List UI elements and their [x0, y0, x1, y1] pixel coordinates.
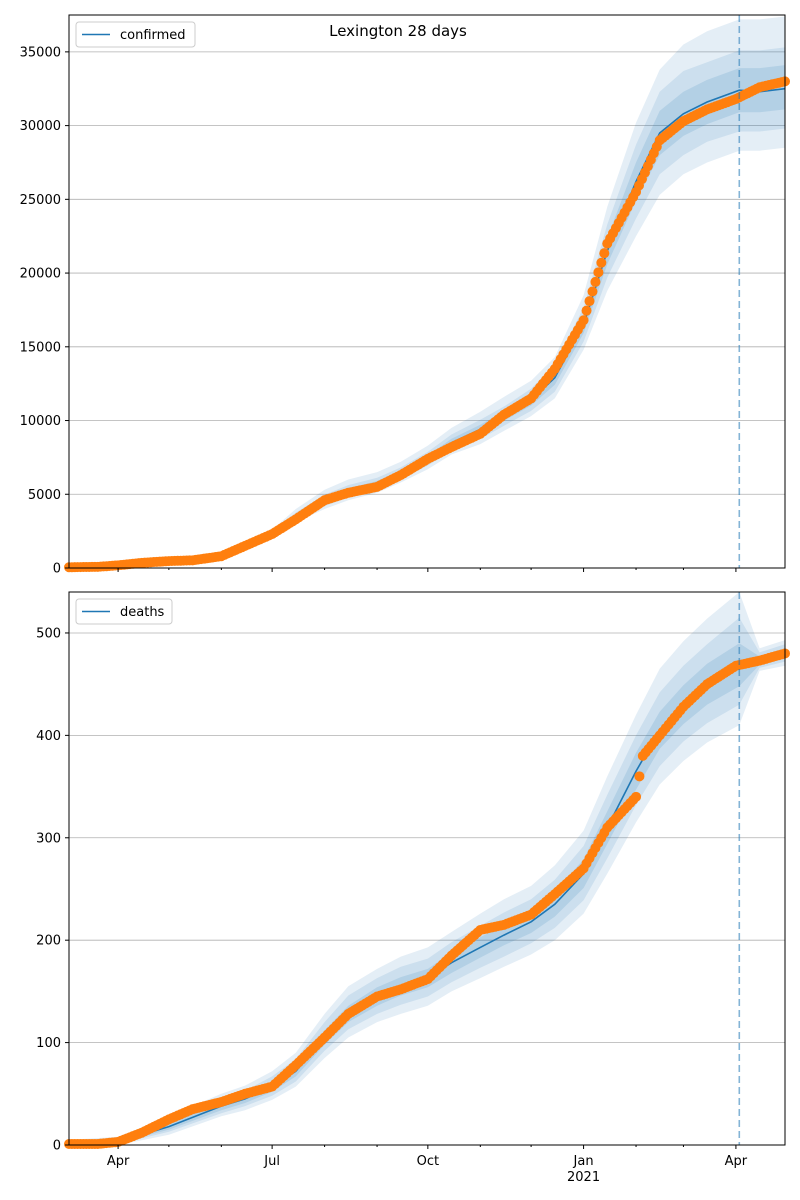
y-tick-label: 35000: [20, 45, 61, 60]
legend-box: [75, 21, 196, 48]
observed-point: [587, 286, 598, 297]
y-tick-label: 200: [36, 934, 61, 949]
observed-point: [596, 257, 607, 268]
band-80: [69, 617, 785, 1145]
band-95: [69, 592, 785, 1145]
observed-point: [593, 267, 604, 278]
band-50: [69, 65, 785, 568]
y-tick-label: 10000: [20, 414, 61, 429]
legend-label: deaths: [120, 605, 165, 620]
y-tick-label: 30000: [20, 119, 61, 134]
figure-title: Lexington 28 days: [329, 22, 467, 40]
y-tick-label: 20000: [20, 267, 61, 282]
legend-box: [75, 598, 173, 625]
x-tick-label: Jan: [573, 1154, 594, 1169]
x-tick-label: Apr: [725, 1154, 748, 1169]
observed-point: [581, 305, 592, 316]
y-tick-label: 5000: [28, 488, 61, 503]
axes-frame: [68, 14, 786, 569]
x-tick-label: Apr: [107, 1154, 130, 1169]
y-tick-label: 0: [53, 562, 61, 577]
observed-point: [590, 276, 601, 287]
observed-point: [599, 248, 610, 259]
observed-point: [634, 771, 645, 782]
band-50: [69, 643, 785, 1145]
axes-frame: [68, 591, 786, 1146]
y-tick-label: 500: [36, 626, 61, 641]
legend: deaths: [75, 598, 173, 625]
observed-point: [578, 315, 589, 326]
x-tick-label: Oct: [417, 1154, 439, 1169]
legend: confirmed: [75, 21, 196, 48]
y-tick-label: 25000: [20, 193, 61, 208]
x-tick-label: Jul: [263, 1154, 280, 1169]
y-tick-label: 15000: [20, 340, 61, 355]
y-tick-label: 100: [36, 1036, 61, 1051]
y-tick-label: 400: [36, 729, 61, 744]
x-tick-year-label: 2021: [567, 1170, 600, 1185]
y-tick-label: 0: [53, 1139, 61, 1154]
legend-label: confirmed: [120, 28, 186, 43]
observed-point: [584, 296, 595, 307]
y-tick-label: 300: [36, 831, 61, 846]
observed-point: [631, 791, 642, 802]
confirmed-panel: 0 5000 10000 15000 20000 25000 30000 35000 confi…: [20, 14, 790, 577]
